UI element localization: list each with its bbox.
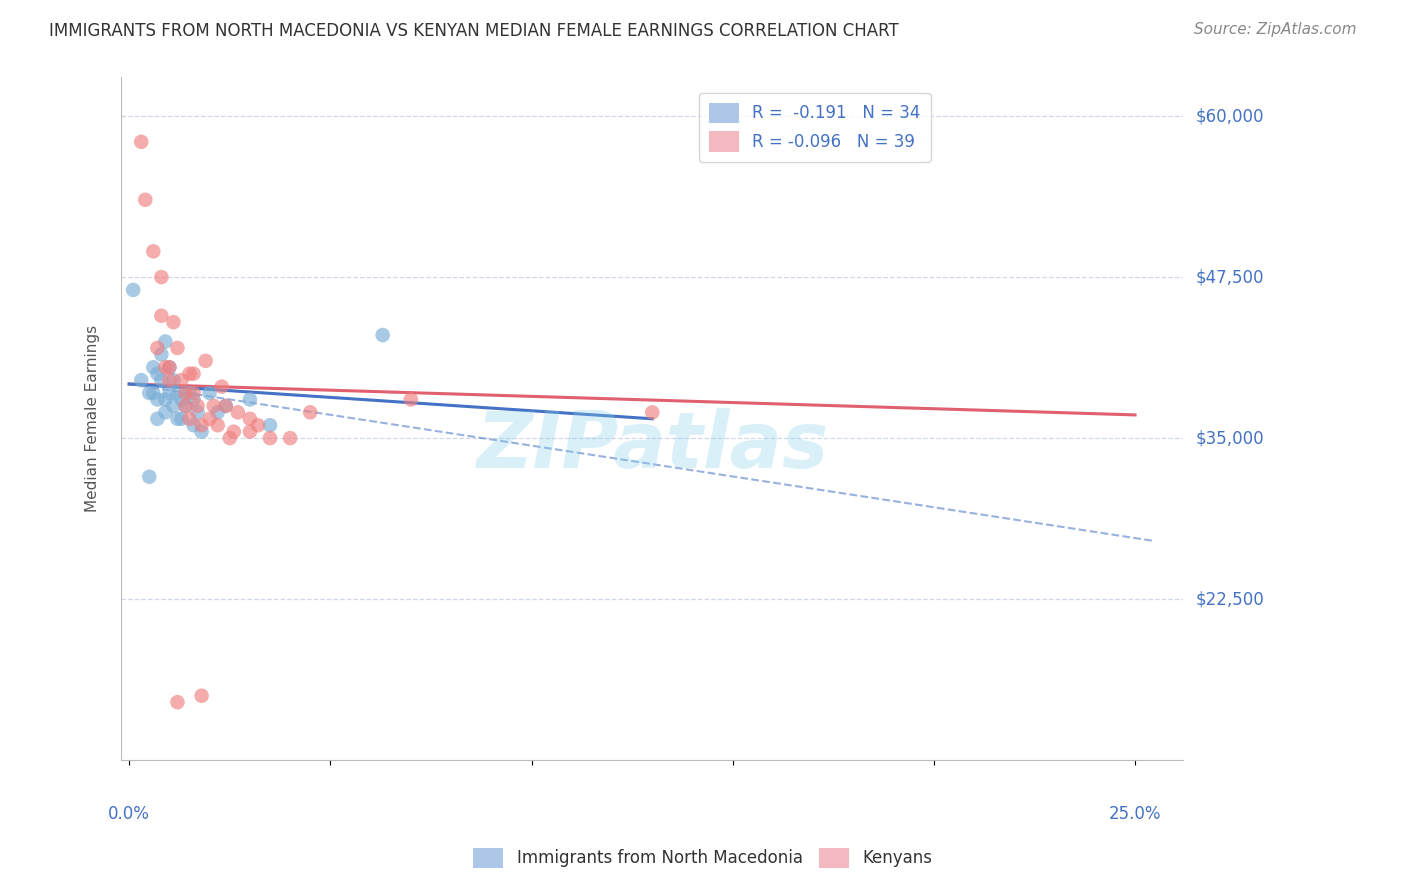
Point [174, 399, 197, 413]
Point [183, 392, 205, 407]
Point [259, 418, 281, 433]
Point [138, 469, 160, 483]
Legend: R =  -0.191   N = 34, R = -0.096   N = 39: R = -0.191 N = 34, R = -0.096 N = 39 [699, 93, 931, 161]
Point [187, 399, 209, 413]
Point [190, 689, 212, 703]
Point [142, 360, 165, 375]
Point [146, 411, 169, 425]
Point [129, 135, 152, 149]
Point [155, 392, 177, 407]
Point [157, 373, 180, 387]
Point [246, 418, 269, 433]
Point [122, 283, 145, 297]
Point [170, 392, 193, 407]
Point [211, 379, 233, 393]
Point [146, 341, 169, 355]
Point [146, 392, 169, 407]
Text: 25.0%: 25.0% [1109, 805, 1161, 823]
Point [641, 405, 664, 419]
Point [399, 392, 422, 407]
Point [190, 425, 212, 439]
Point [179, 367, 201, 381]
Point [371, 328, 394, 343]
Text: ZIPatlas: ZIPatlas [477, 408, 828, 484]
Point [259, 431, 281, 445]
Point [187, 405, 209, 419]
Point [162, 373, 184, 387]
Point [215, 399, 238, 413]
Point [157, 360, 180, 375]
Point [183, 367, 205, 381]
Point [215, 399, 238, 413]
Point [166, 411, 188, 425]
Point [179, 411, 201, 425]
Text: $47,500: $47,500 [1195, 268, 1264, 286]
Point [218, 431, 240, 445]
Point [134, 193, 156, 207]
Point [155, 405, 177, 419]
Text: $35,000: $35,000 [1195, 429, 1264, 447]
Point [222, 425, 245, 439]
Legend: Immigrants from North Macedonia, Kenyans: Immigrants from North Macedonia, Kenyans [467, 841, 939, 875]
Point [207, 405, 229, 419]
Point [202, 399, 225, 413]
Point [170, 373, 193, 387]
Point [226, 405, 249, 419]
Point [138, 386, 160, 401]
Point [174, 386, 197, 401]
Point [150, 270, 173, 285]
Point [198, 411, 221, 425]
Point [155, 360, 177, 375]
Point [150, 309, 173, 323]
Text: $60,000: $60,000 [1195, 107, 1264, 125]
Point [183, 386, 205, 401]
Point [155, 334, 177, 349]
Point [166, 695, 188, 709]
Point [166, 386, 188, 401]
Point [146, 367, 169, 381]
Text: $22,500: $22,500 [1195, 591, 1264, 608]
Point [170, 411, 193, 425]
Point [207, 418, 229, 433]
Point [239, 425, 262, 439]
Text: IMMIGRANTS FROM NORTH MACEDONIA VS KENYAN MEDIAN FEMALE EARNINGS CORRELATION CHA: IMMIGRANTS FROM NORTH MACEDONIA VS KENYA… [49, 22, 898, 40]
Point [190, 418, 212, 433]
Point [183, 418, 205, 433]
Point [239, 392, 262, 407]
Point [198, 386, 221, 401]
Point [162, 315, 184, 329]
Point [150, 347, 173, 361]
Point [142, 244, 165, 259]
Point [299, 405, 322, 419]
Point [150, 373, 173, 387]
Point [166, 341, 188, 355]
Point [157, 360, 180, 375]
Point [278, 431, 301, 445]
Point [194, 354, 217, 368]
Point [174, 399, 197, 413]
Point [142, 386, 165, 401]
Point [179, 386, 201, 401]
Point [162, 399, 184, 413]
Point [129, 373, 152, 387]
Y-axis label: Median Female Earnings: Median Female Earnings [86, 326, 100, 512]
Point [157, 386, 180, 401]
Text: Source: ZipAtlas.com: Source: ZipAtlas.com [1194, 22, 1357, 37]
Point [239, 411, 262, 425]
Text: 0.0%: 0.0% [108, 805, 150, 823]
